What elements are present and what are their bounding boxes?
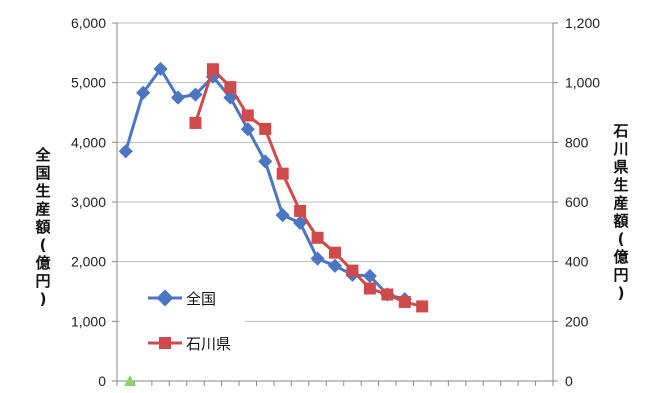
data-point bbox=[363, 282, 376, 295]
y-tick-right: 1,200 bbox=[565, 15, 600, 31]
series-line bbox=[194, 67, 423, 308]
data-point bbox=[362, 268, 377, 284]
axis-title-char: 億 bbox=[35, 254, 50, 272]
y-axis-left-ticks: 0 1,000 2,000 3,000 4,000 5,000 6,000 bbox=[71, 15, 117, 389]
y-tick-right: 1,000 bbox=[565, 75, 600, 91]
axis-title-char: 産 bbox=[613, 194, 628, 212]
data-point bbox=[310, 251, 325, 266]
axis-title-char: 全 bbox=[34, 146, 51, 164]
y-axis-right-ticks: 0 200 400 600 800 1,000 1,200 bbox=[553, 15, 600, 389]
grid-lines bbox=[117, 22, 553, 322]
y-tick-left: 2,000 bbox=[71, 254, 106, 270]
legend-label-ishikawa: 石川県 bbox=[186, 335, 231, 353]
y-tick-left: 4,000 bbox=[71, 134, 106, 150]
series-ishikawa bbox=[189, 63, 429, 313]
data-point bbox=[240, 122, 255, 137]
data-point bbox=[241, 109, 254, 122]
axis-title-char: 県 bbox=[613, 158, 628, 176]
axis-title-char: ( bbox=[618, 230, 625, 248]
data-point bbox=[276, 167, 289, 180]
axis-title-char: ( bbox=[40, 236, 47, 254]
y-tick-left: 6,000 bbox=[71, 15, 106, 31]
data-point bbox=[293, 215, 308, 230]
axis-title-char: 産 bbox=[35, 200, 50, 218]
data-point bbox=[416, 300, 429, 313]
axis-title-char: ) bbox=[40, 290, 47, 308]
y-tick-right: 0 bbox=[565, 373, 573, 389]
legend-box bbox=[120, 275, 245, 370]
data-point bbox=[327, 258, 343, 273]
legend-swatch-ishikawa-marker bbox=[159, 337, 171, 349]
data-point bbox=[118, 144, 133, 159]
data-point bbox=[275, 208, 290, 223]
y-tick-left: 3,000 bbox=[71, 194, 106, 210]
triangle-marker bbox=[124, 375, 136, 386]
axis-title-char: 国 bbox=[35, 164, 50, 182]
data-point bbox=[381, 288, 394, 301]
y-tick-right: 600 bbox=[565, 194, 589, 210]
data-point bbox=[170, 90, 186, 105]
data-point bbox=[189, 116, 202, 129]
axis-title-char: 額 bbox=[34, 218, 50, 236]
legend-swatch-national-marker bbox=[156, 289, 174, 307]
axis-title-char: 額 bbox=[612, 212, 628, 230]
series-line bbox=[124, 67, 406, 301]
legend: 全国 石川県 bbox=[120, 275, 245, 370]
axis-title-char: 億 bbox=[613, 248, 628, 266]
x-axis-ticks bbox=[116, 381, 554, 386]
axis-title-char: ) bbox=[618, 284, 625, 302]
data-point bbox=[311, 231, 324, 244]
data-point bbox=[259, 122, 272, 135]
y-tick-right: 400 bbox=[565, 254, 589, 270]
data-point bbox=[346, 264, 359, 277]
y-tick-right: 800 bbox=[565, 134, 589, 150]
series-national bbox=[118, 61, 412, 307]
data-point bbox=[258, 154, 273, 169]
data-point bbox=[294, 204, 307, 217]
axis-title-char: 川 bbox=[612, 140, 628, 158]
axis-title-char: 円 bbox=[613, 266, 628, 284]
axis-title-char: 円 bbox=[35, 272, 50, 290]
axis-title-char: 生 bbox=[35, 182, 50, 200]
legend-label-national: 全国 bbox=[186, 290, 216, 308]
y-axis-right-title: 石川県生産額(億円) bbox=[612, 122, 628, 302]
data-point bbox=[206, 63, 219, 76]
data-point bbox=[224, 81, 237, 94]
y-tick-left: 0 bbox=[98, 373, 106, 389]
data-point bbox=[329, 246, 341, 259]
data-point bbox=[398, 295, 411, 308]
y-tick-left: 1,000 bbox=[71, 313, 106, 329]
axis-title-char: 石 bbox=[612, 122, 628, 140]
axis-title-char: 生 bbox=[613, 176, 628, 194]
y-tick-left: 5,000 bbox=[71, 75, 106, 91]
y-tick-right: 200 bbox=[565, 313, 589, 329]
series-layer bbox=[118, 61, 429, 313]
y-axis-left-title: 全国生産額(億円) bbox=[34, 146, 51, 308]
legend-item-ishikawa: 石川県 bbox=[148, 335, 231, 353]
legend-item-national: 全国 bbox=[148, 289, 216, 308]
